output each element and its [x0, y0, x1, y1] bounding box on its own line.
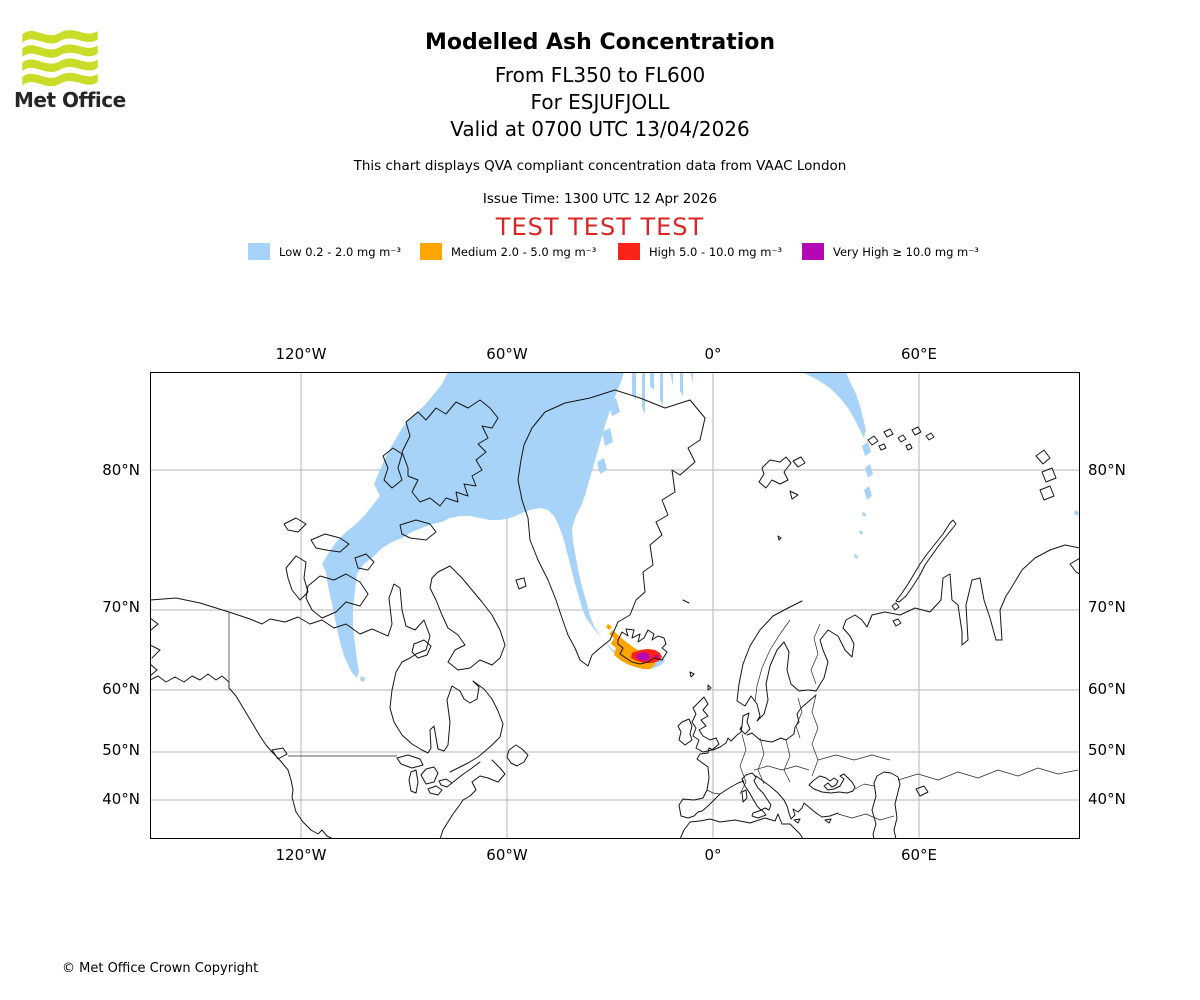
lon-label-bottom-60e: 60°E [900, 846, 938, 864]
lon-label-top-120w: 120°W [275, 345, 327, 363]
legend-item-medium: Medium 2.0 - 5.0 mg m⁻³ [420, 243, 596, 260]
legend-item-high: High 5.0 - 10.0 mg m⁻³ [618, 243, 782, 260]
ash-plume-very-high [636, 652, 658, 661]
legend-label-very-high: Very High ≥ 10.0 mg m⁻³ [833, 244, 979, 259]
lon-label-bottom-0: 0° [704, 846, 722, 864]
lat-label-right-80n: 80°N [1088, 461, 1126, 479]
lat-label-left-40n: 40°N [102, 790, 140, 808]
flight-level-subtitle: From FL350 to FL600 [494, 63, 706, 87]
lat-label-right-40n: 40°N [1088, 790, 1126, 808]
lat-label-right-50n: 50°N [1088, 741, 1126, 759]
lon-label-top-0: 0° [704, 345, 722, 363]
lon-label-top-60w: 60°W [486, 345, 528, 363]
issue-time: Issue Time: 1300 UTC 12 Apr 2026 [482, 191, 718, 207]
qva-disclaimer: This chart displays QVA compliant concen… [353, 158, 847, 174]
legend-swatch-low [248, 243, 270, 260]
test-banner: TEST TEST TEST [495, 213, 705, 241]
volcano-subtitle: For ESJUFJOLL [530, 90, 670, 114]
ash-concentration-map [150, 372, 1080, 839]
lat-label-right-70n: 70°N [1088, 598, 1126, 616]
met-office-logo-text: Met Office [14, 88, 126, 112]
map-frame [150, 372, 1080, 839]
lat-label-left-50n: 50°N [102, 741, 140, 759]
political-borders [228, 612, 1079, 821]
page-title: Modelled Ash Concentration [424, 30, 776, 55]
legend-swatch-medium [420, 243, 442, 260]
lat-label-right-60n: 60°N [1088, 680, 1126, 698]
lat-label-left-60n: 60°N [102, 680, 140, 698]
legend-label-high: High 5.0 - 10.0 mg m⁻³ [649, 244, 783, 259]
legend-item-very-high: Very High ≥ 10.0 mg m⁻³ [802, 243, 979, 260]
lon-label-top-60e: 60°E [900, 345, 938, 363]
copyright-notice: © Met Office Crown Copyright [62, 961, 259, 976]
lat-label-left-80n: 80°N [102, 461, 140, 479]
lon-label-bottom-60w: 60°W [486, 846, 528, 864]
legend-item-low: Low 0.2 - 2.0 mg m⁻³ [248, 243, 401, 260]
legend-label-medium: Medium 2.0 - 5.0 mg m⁻³ [451, 244, 597, 259]
legend-swatch-high [618, 243, 640, 260]
met-office-logo-icon [22, 30, 98, 87]
coastlines [150, 389, 1080, 839]
lon-label-bottom-120w: 120°W [275, 846, 327, 864]
lat-label-left-70n: 70°N [102, 598, 140, 616]
graticule-lines [150, 372, 1080, 839]
valid-time-subtitle: Valid at 0700 UTC 13/04/2026 [450, 117, 750, 141]
legend-swatch-very-high [802, 243, 824, 260]
ash-plume-low [322, 372, 1079, 682]
legend-label-low: Low 0.2 - 2.0 mg m⁻³ [279, 244, 402, 259]
